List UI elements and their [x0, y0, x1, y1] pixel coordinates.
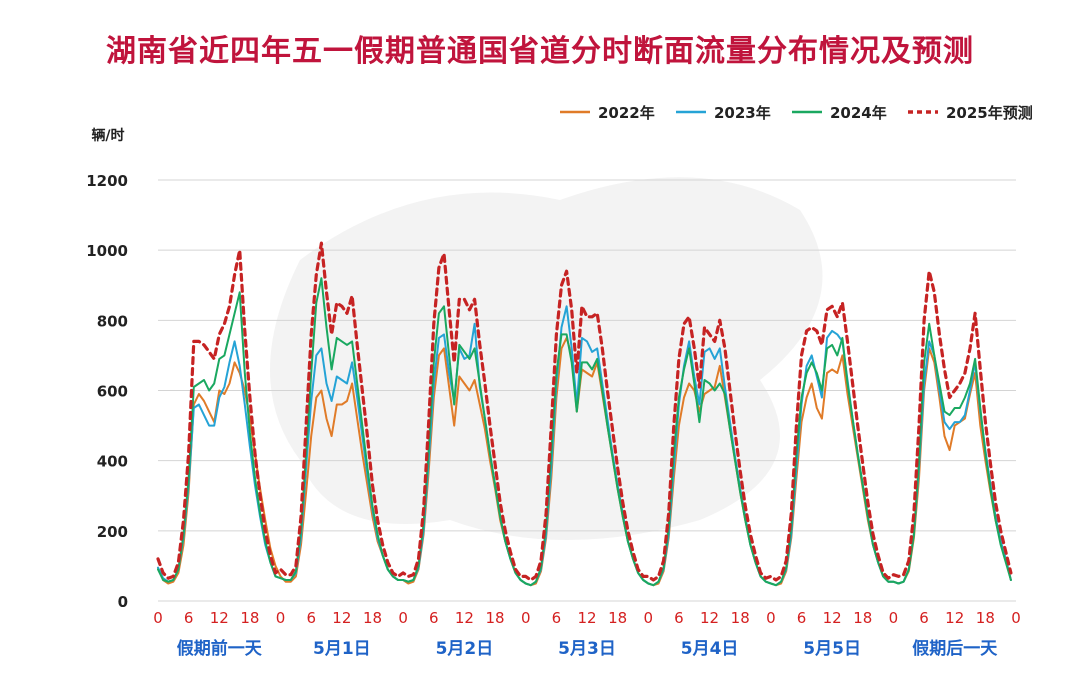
- day-label: 假期后一天: [912, 638, 998, 659]
- day-label: 5月3日: [558, 639, 616, 659]
- x-tick-label: 6: [797, 609, 807, 627]
- x-tick-label: 18: [240, 609, 259, 627]
- y-tick-label: 1200: [86, 172, 128, 190]
- x-tick-label: 6: [306, 609, 316, 627]
- y-tick-label: 0: [118, 593, 128, 611]
- day-label: 5月1日: [313, 639, 371, 659]
- x-tick-label: 0: [889, 609, 899, 627]
- x-tick-label: 0: [766, 609, 776, 627]
- legend-label: 2022年: [598, 104, 655, 122]
- background-map-shape: [270, 177, 823, 541]
- x-tick-label: 6: [184, 609, 194, 627]
- y-tick-label: 200: [97, 523, 128, 541]
- y-tick-label: 1000: [86, 242, 128, 260]
- x-tick-label: 0: [398, 609, 408, 627]
- y-tick-label: 400: [97, 453, 128, 471]
- x-tick-label: 0: [276, 609, 286, 627]
- x-tick-label: 12: [945, 609, 964, 627]
- x-tick-label: 0: [1011, 609, 1021, 627]
- x-tick-label: 6: [674, 609, 684, 627]
- day-label: 假期前一天: [177, 638, 263, 659]
- day-label: 5月5日: [803, 639, 861, 659]
- x-tick-label: 6: [552, 609, 562, 627]
- x-tick-label: 12: [823, 609, 842, 627]
- x-tick-label: 18: [608, 609, 627, 627]
- x-tick-label: 18: [731, 609, 750, 627]
- x-tick-label: 6: [429, 609, 439, 627]
- x-tick-label: 18: [853, 609, 872, 627]
- y-tick-label: 800: [97, 312, 128, 330]
- chart-title: 湖南省近四年五一假期普通国省道分时断面流量分布情况及预测: [106, 34, 974, 69]
- x-tick-label: 12: [700, 609, 719, 627]
- x-tick-label: 12: [577, 609, 596, 627]
- legend-label: 2023年: [714, 104, 771, 122]
- x-tick-label: 18: [486, 609, 505, 627]
- legend-label: 2025年预测: [946, 104, 1033, 122]
- x-tick-label: 12: [332, 609, 351, 627]
- day-label: 5月2日: [436, 639, 494, 659]
- x-tick-label: 18: [976, 609, 995, 627]
- legend-label: 2024年: [830, 104, 887, 122]
- y-axis-label: 辆/时: [91, 127, 124, 144]
- x-tick-label: 0: [644, 609, 654, 627]
- x-tick-label: 18: [363, 609, 382, 627]
- y-tick-label: 600: [97, 383, 128, 401]
- x-tick-label: 0: [521, 609, 531, 627]
- series-line-3: [156, 241, 1013, 582]
- x-tick-label: 0: [153, 609, 163, 627]
- x-tick-label: 12: [455, 609, 474, 627]
- x-tick-label: 12: [210, 609, 229, 627]
- day-label: 5月4日: [681, 639, 739, 659]
- x-tick-label: 6: [919, 609, 929, 627]
